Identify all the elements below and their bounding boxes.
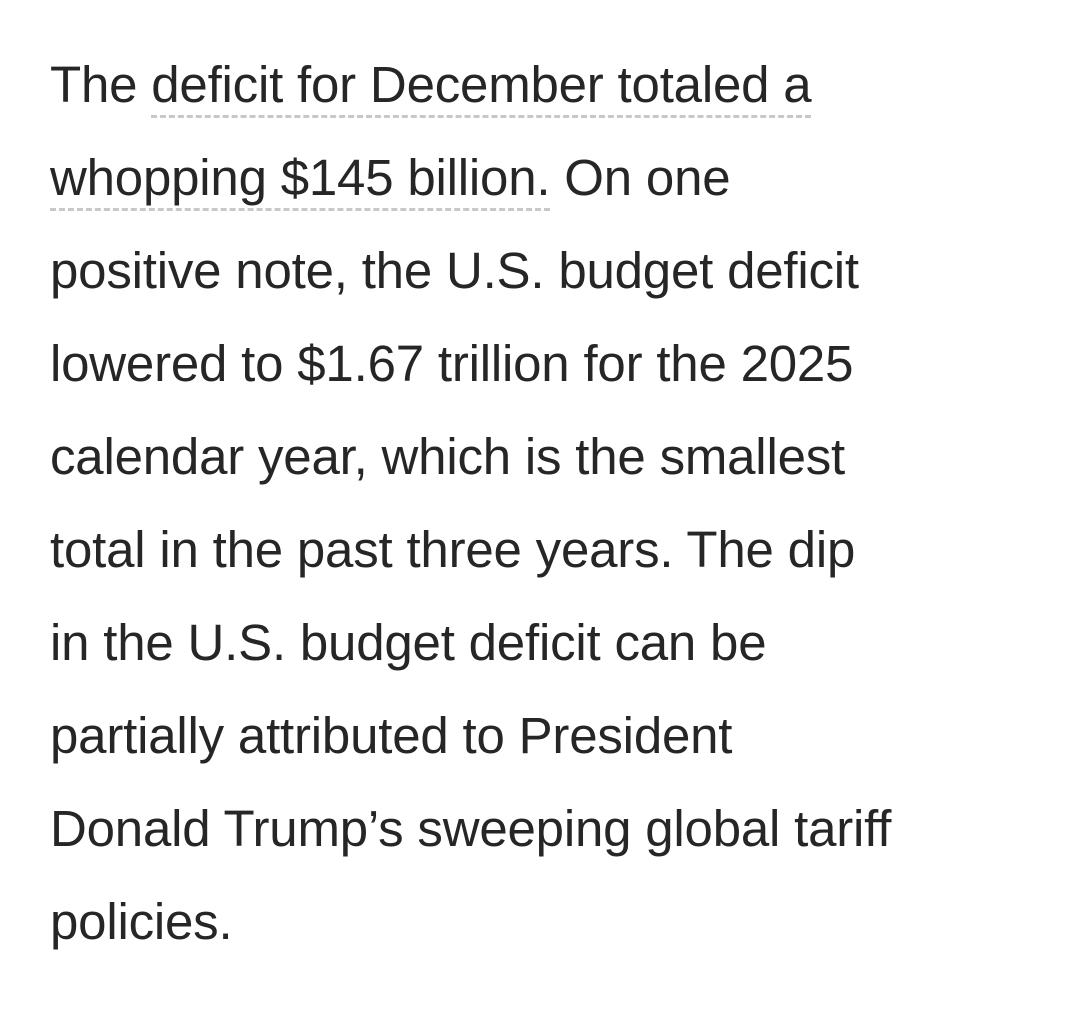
paragraph-line-9: Donald Trump’s sweeping global tariff [50,782,1050,875]
paragraph-line-6: total in the past three years. The dip [50,503,1050,596]
paragraph-line-7: in the U.S. budget deficit can be [50,596,1050,689]
article-link[interactable]: deficit for December totaled a [151,56,812,118]
text-segment: positive note, the U.S. budget deficit [50,242,859,299]
paragraph-line-8: partially attributed to President [50,689,1050,782]
article-body: The deficit for December totaled a whopp… [50,38,1050,968]
paragraph-line-10: policies. [50,875,1050,968]
text-segment: policies. [50,893,233,950]
paragraph-line-5: calendar year, which is the smallest [50,410,1050,503]
text-segment: partially attributed to President [50,707,733,764]
text-segment: in the U.S. budget deficit can be [50,614,767,671]
text-segment: On one [550,149,731,206]
text-segment: calendar year, which is the smallest [50,428,846,485]
paragraph-line-3: positive note, the U.S. budget deficit [50,224,1050,317]
text-segment: Donald Trump’s sweeping global tariff [50,800,892,857]
paragraph-line-4: lowered to $1.67 trillion for the 2025 [50,317,1050,410]
paragraph-line-2: whopping $145 billion. On one [50,131,1050,224]
text-segment: total in the past three years. The dip [50,521,856,578]
text-segment: The [50,56,152,113]
paragraph-line-1: The deficit for December totaled a [50,38,1050,131]
text-segment: lowered to $1.67 trillion for the 2025 [50,335,854,392]
article-link[interactable]: whopping $145 billion. [50,149,551,211]
